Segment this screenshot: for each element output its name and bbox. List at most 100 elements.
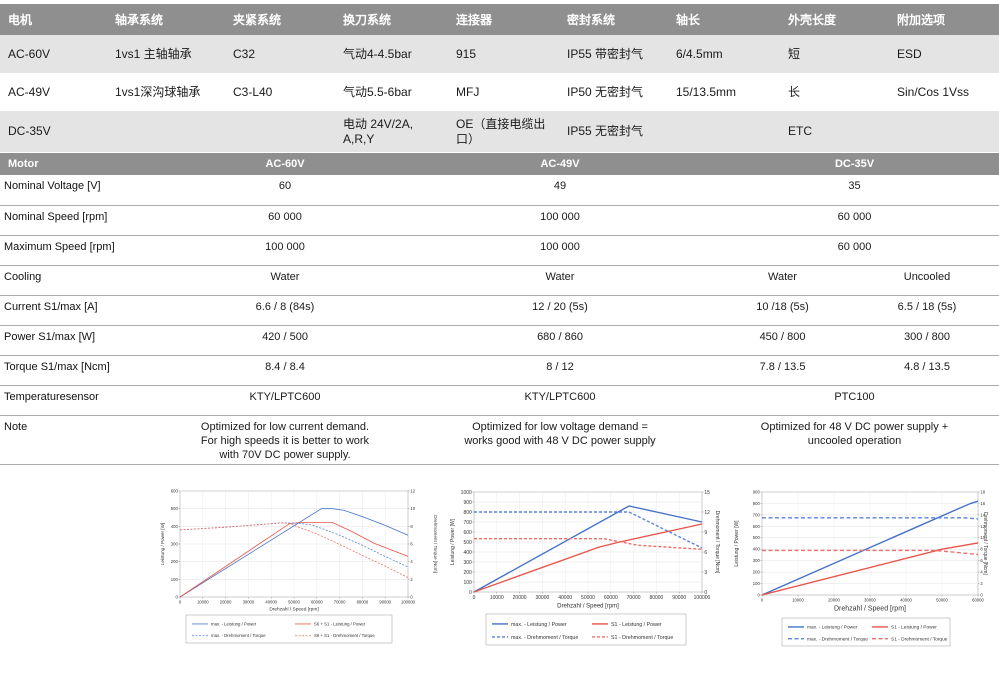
svg-text:10000: 10000 <box>490 596 504 602</box>
svg-text:6: 6 <box>704 550 707 556</box>
spec-row: Nominal Speed [rpm] 60 000 100 000 60 000 <box>0 205 999 236</box>
spec-value: 8 / 12 <box>410 355 710 386</box>
svg-text:10: 10 <box>410 507 415 512</box>
legend-label: max. - Leistung / Power <box>211 622 257 627</box>
option-cell: 6/4.5mm <box>676 46 723 61</box>
spec-value: Optimized for 48 V DC power supply + unc… <box>710 415 999 466</box>
series-line <box>761 500 979 597</box>
svg-text:0: 0 <box>757 593 760 598</box>
option-cell: Sin/Cos 1Vss <box>897 84 970 99</box>
svg-text:12: 12 <box>704 510 710 516</box>
spec-value: 12 / 20 (5s) <box>410 295 710 326</box>
option-cell: 915 <box>456 46 477 61</box>
chart-ac-60v-performance: 0 10000 20000 30000 40000 50000 60000 70000 8000… <box>160 489 438 644</box>
spec-value: Water <box>160 265 410 296</box>
svg-text:0: 0 <box>980 593 983 598</box>
spec-value: Water <box>710 265 855 296</box>
spec-value: 680 / 860 <box>410 325 710 356</box>
spec-value: 7.8 / 13.5 <box>710 355 855 386</box>
spec-row: Power S1/max [W] 420 / 500 680 / 860 450 / … <box>0 325 999 356</box>
column-header: 轴长 <box>668 4 780 35</box>
svg-text:40000: 40000 <box>558 596 572 602</box>
spec-value: 60 <box>160 175 410 206</box>
spec-value: 60 000 <box>160 205 410 236</box>
column-header: 换刀系统 <box>335 4 448 35</box>
performance-charts: 0 10000 20000 30000 40000 50000 60000 70000 8000… <box>0 477 999 677</box>
svg-text:8: 8 <box>980 547 983 552</box>
svg-text:12: 12 <box>410 489 415 494</box>
legend-label: S6 + S1 - Leistung / Power <box>314 622 366 627</box>
option-cell: C3-L40 <box>233 84 273 99</box>
row-label: Nominal Voltage [V] <box>0 175 160 206</box>
option-cell: 气动4-4.5bar <box>343 46 412 61</box>
option-cell: 15/13.5mm <box>676 84 737 99</box>
option-cell: DC-35V <box>8 124 51 138</box>
column-header: 外壳长度 <box>780 4 889 35</box>
option-cell: 短 <box>788 46 801 61</box>
svg-text:2: 2 <box>410 577 413 582</box>
column-header: 夹紧系统 <box>225 4 335 35</box>
left-axis-title: Leistung / Power [W] <box>734 520 740 567</box>
right-axis-title: Drehmoment / Torque [Ncm] <box>982 513 988 576</box>
svg-text:60000: 60000 <box>311 600 323 605</box>
svg-text:9: 9 <box>704 530 707 536</box>
svg-text:60000: 60000 <box>604 596 618 602</box>
spec-value: 300 / 800 <box>855 325 999 356</box>
spec-value: 6.6 / 8 (84s) <box>160 295 410 326</box>
svg-text:40000: 40000 <box>900 598 912 603</box>
option-cell: IP50 无密封气 <box>567 84 644 99</box>
spec-value: 420 / 500 <box>160 325 410 356</box>
svg-text:20000: 20000 <box>513 596 527 602</box>
spec-header-label: Motor <box>0 153 160 175</box>
spec-row: Note Optimized for low current demand. Fo… <box>0 415 999 466</box>
table-row: DC-35V 电动 24V/2A, A,R,Y OE（直接电缆出口） IP55 无密封… <box>0 111 999 152</box>
svg-text:500: 500 <box>463 540 472 546</box>
table-row: AC-60V 1vs1 主轴轴承 C32 气动4-4.5bar 915 IP55 带密封气… <box>0 35 999 73</box>
legend-label: S1 - Leistung / Power <box>611 622 662 628</box>
spec-value: 60 000 <box>710 205 999 236</box>
svg-text:60000: 60000 <box>972 598 984 603</box>
series-line <box>474 538 703 551</box>
svg-text:0: 0 <box>704 590 707 596</box>
spec-value: 100 000 <box>160 235 410 266</box>
svg-text:14: 14 <box>980 513 985 518</box>
svg-text:100000: 100000 <box>401 600 416 605</box>
spec-value: 450 / 800 <box>710 325 855 356</box>
motor-column-header: AC-49V <box>410 153 710 175</box>
svg-text:100: 100 <box>753 581 761 586</box>
legend-label: max. - Drehmoment / Torque <box>511 635 578 641</box>
motor-column-header: AC-60V <box>160 153 410 175</box>
svg-text:400: 400 <box>171 524 179 529</box>
right-axis-title: Drehmoment / Torque [Ncm] <box>714 511 720 574</box>
svg-text:90000: 90000 <box>672 596 686 602</box>
legend-label: S1 - Drehmoment / Torque <box>611 635 673 641</box>
svg-text:800: 800 <box>463 510 472 516</box>
svg-text:300: 300 <box>463 560 472 566</box>
svg-text:20000: 20000 <box>220 600 232 605</box>
option-cell <box>668 111 780 152</box>
svg-text:2: 2 <box>980 581 983 586</box>
series-line <box>473 523 703 594</box>
row-label: Note <box>0 415 160 466</box>
svg-text:100: 100 <box>171 577 179 582</box>
spec-value: 10 /18 (5s) <box>710 295 855 326</box>
svg-text:1000: 1000 <box>461 490 472 496</box>
legend-label: S6 + S1 - Drehmoment / Torque <box>314 634 375 639</box>
spec-sheet-page: 电机 轴承系统 夹紧系统 换刀系统 连接器 密封系统 轴长 外壳长度 附加选项 … <box>0 4 999 677</box>
svg-text:6: 6 <box>410 542 413 547</box>
series-line <box>474 511 703 550</box>
row-label: Cooling <box>0 265 160 296</box>
chart-ac-49v-performance: 0 10000 20000 30000 40000 50000 60000 70000 8000… <box>450 490 720 646</box>
spec-value: KTY/LPTC600 <box>410 385 710 416</box>
svg-text:0: 0 <box>175 595 178 600</box>
x-axis-title: Drehzahl / Speed [rpm] <box>269 607 318 613</box>
option-cell: IP55 带密封气 <box>567 46 644 61</box>
svg-text:200: 200 <box>171 560 179 565</box>
options-header-row: 电机 轴承系统 夹紧系统 换刀系统 连接器 密封系统 轴长 外壳长度 附加选项 <box>0 4 999 35</box>
legend-label: max. - Drehmoment / Torque <box>211 634 266 639</box>
svg-text:70000: 70000 <box>627 596 641 602</box>
spec-row: Nominal Voltage [V] 60 49 35 <box>0 175 999 206</box>
spec-value: Optimized for low voltage demand = works… <box>410 415 710 466</box>
svg-text:12: 12 <box>980 524 985 529</box>
option-cell: 电动 24V/2A, A,R,Y <box>343 116 414 146</box>
